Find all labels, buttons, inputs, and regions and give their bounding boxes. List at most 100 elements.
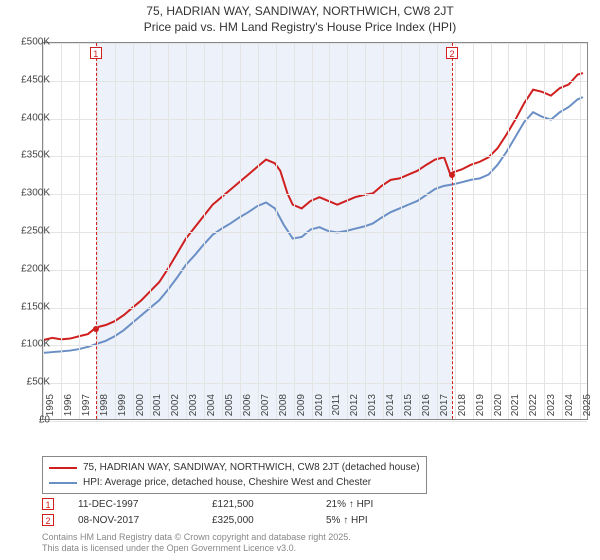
gridline-v (61, 43, 62, 419)
x-tick-label: 2015 (403, 394, 414, 424)
gridline-v (544, 43, 545, 419)
legend-label: 75, HADRIAN WAY, SANDIWAY, NORTHWICH, CW… (83, 462, 420, 473)
gridline-v (312, 43, 313, 419)
transaction-marker: 1 (90, 47, 102, 59)
x-tick-label: 2004 (206, 394, 217, 424)
x-tick-label: 2010 (314, 394, 325, 424)
transaction-dot (93, 326, 99, 332)
footer-line-2: This data is licensed under the Open Gov… (42, 543, 351, 554)
x-tick-label: 2012 (349, 394, 360, 424)
gridline-h (43, 81, 587, 82)
transaction-delta: 21% ↑ HPI (326, 499, 373, 510)
y-tick-label: £350K (10, 150, 50, 161)
gridline-h (43, 43, 587, 44)
x-tick-label: 2001 (152, 394, 163, 424)
legend-swatch (49, 482, 77, 484)
y-tick-label: £100K (10, 339, 50, 350)
gridline-h (43, 232, 587, 233)
x-tick-label: 1999 (117, 394, 128, 424)
transaction-row-marker: 2 (42, 514, 54, 526)
x-tick-label: 1996 (63, 394, 74, 424)
gridline-h (43, 194, 587, 195)
gridline-v (562, 43, 563, 419)
chart-subtitle: Price paid vs. HM Land Registry's House … (0, 20, 600, 36)
gridline-v (240, 43, 241, 419)
gridline-v (133, 43, 134, 419)
legend-row: 75, HADRIAN WAY, SANDIWAY, NORTHWICH, CW… (49, 460, 420, 475)
y-tick-label: £300K (10, 188, 50, 199)
x-tick-label: 2024 (564, 394, 575, 424)
transaction-price: £121,500 (212, 499, 302, 510)
transaction-date: 08-NOV-2017 (78, 515, 188, 526)
x-tick-label: 2000 (135, 394, 146, 424)
x-tick-label: 2022 (528, 394, 539, 424)
x-tick-label: 2007 (260, 394, 271, 424)
gridline-v (79, 43, 80, 419)
gridline-v (168, 43, 169, 419)
gridline-v (347, 43, 348, 419)
x-tick-label: 2021 (510, 394, 521, 424)
transaction-row: 2 08-NOV-2017 £325,000 5% ↑ HPI (42, 512, 373, 528)
transaction-date: 11-DEC-1997 (78, 499, 188, 510)
gridline-v (258, 43, 259, 419)
gridline-h (43, 156, 587, 157)
x-tick-label: 2025 (582, 394, 593, 424)
footer-attribution: Contains HM Land Registry data © Crown c… (42, 532, 351, 554)
y-tick-label: £400K (10, 112, 50, 123)
gridline-v (455, 43, 456, 419)
transaction-vline (452, 43, 453, 419)
gridline-v (580, 43, 581, 419)
gridline-v (222, 43, 223, 419)
gridline-v (329, 43, 330, 419)
y-tick-label: £200K (10, 263, 50, 274)
x-tick-label: 2020 (493, 394, 504, 424)
gridline-h (43, 270, 587, 271)
transaction-row-marker: 1 (42, 498, 54, 510)
line-layer (43, 43, 587, 419)
x-tick-label: 2009 (296, 394, 307, 424)
gridline-v (294, 43, 295, 419)
x-tick-label: 2006 (242, 394, 253, 424)
x-tick-label: 2003 (188, 394, 199, 424)
gridline-v (204, 43, 205, 419)
legend-swatch (49, 467, 77, 469)
x-tick-label: 1995 (45, 394, 56, 424)
gridline-h (43, 383, 587, 384)
transaction-vline (96, 43, 97, 419)
chart-title: 75, HADRIAN WAY, SANDIWAY, NORTHWICH, CW… (0, 4, 600, 20)
gridline-v (437, 43, 438, 419)
gridline-v (115, 43, 116, 419)
legend-label: HPI: Average price, detached house, Ches… (83, 477, 371, 488)
footer-line-1: Contains HM Land Registry data © Crown c… (42, 532, 351, 543)
gridline-v (401, 43, 402, 419)
transaction-price: £325,000 (212, 515, 302, 526)
legend: 75, HADRIAN WAY, SANDIWAY, NORTHWICH, CW… (42, 456, 427, 494)
y-tick-label: £50K (10, 377, 50, 388)
gridline-v (508, 43, 509, 419)
y-tick-label: £0 (10, 415, 50, 426)
transaction-dot (449, 172, 455, 178)
gridline-v (419, 43, 420, 419)
plot-area: 12 (42, 42, 588, 420)
gridline-v (150, 43, 151, 419)
transaction-row: 1 11-DEC-1997 £121,500 21% ↑ HPI (42, 496, 373, 512)
gridline-v (365, 43, 366, 419)
gridline-h (43, 308, 587, 309)
legend-row: HPI: Average price, detached house, Ches… (49, 475, 420, 490)
x-tick-label: 1997 (81, 394, 92, 424)
y-tick-label: £450K (10, 74, 50, 85)
x-tick-label: 2019 (475, 394, 486, 424)
title-block: 75, HADRIAN WAY, SANDIWAY, NORTHWICH, CW… (0, 0, 600, 35)
gridline-v (491, 43, 492, 419)
gridline-v (473, 43, 474, 419)
y-tick-label: £500K (10, 37, 50, 48)
transaction-delta: 5% ↑ HPI (326, 515, 368, 526)
x-tick-label: 2011 (331, 394, 342, 424)
transaction-marker: 2 (446, 47, 458, 59)
gridline-v (186, 43, 187, 419)
y-tick-label: £150K (10, 301, 50, 312)
x-tick-label: 2002 (170, 394, 181, 424)
gridline-v (97, 43, 98, 419)
x-tick-label: 2018 (457, 394, 468, 424)
chart-container: 75, HADRIAN WAY, SANDIWAY, NORTHWICH, CW… (0, 0, 600, 560)
